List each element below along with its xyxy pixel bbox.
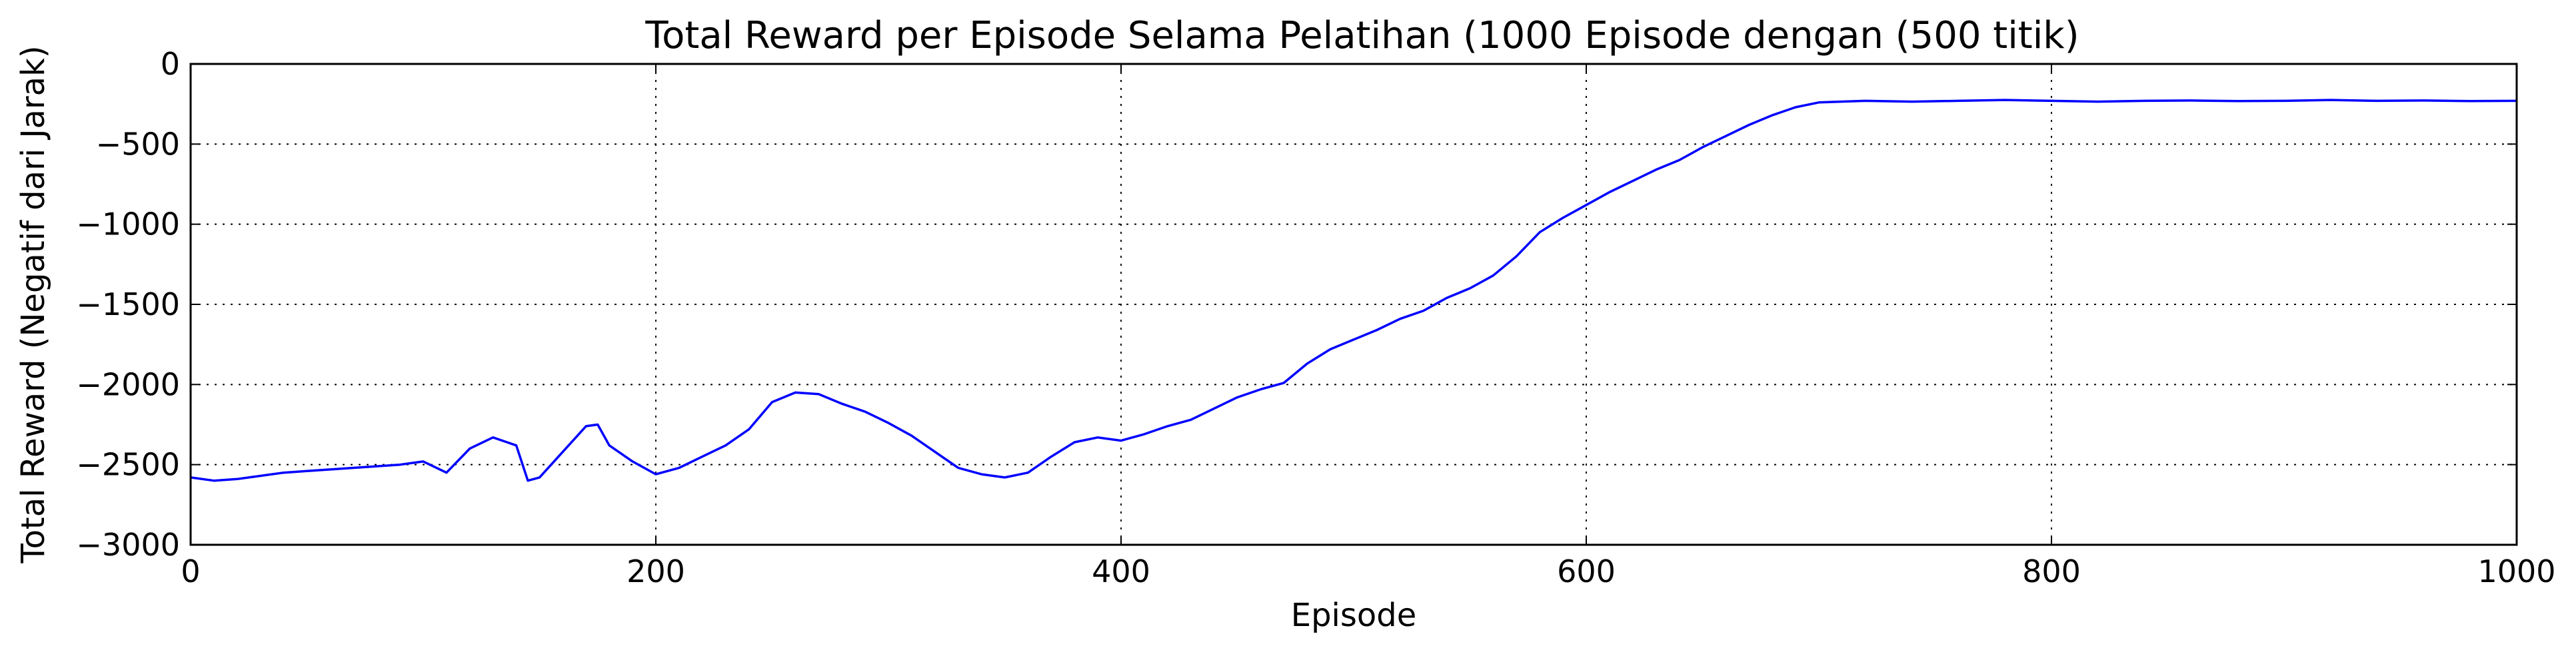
grid-lines xyxy=(191,64,2517,545)
x-tick-label: 0 xyxy=(181,553,200,589)
series-line xyxy=(190,99,2517,482)
x-tick-label: 200 xyxy=(627,553,685,589)
y-tick-label: −500 xyxy=(96,126,180,162)
tick-marks xyxy=(190,63,2517,545)
chart-title: Total Reward per Episode Selama Pelatiha… xyxy=(644,14,2079,57)
series-layer xyxy=(190,99,2517,482)
x-axis-tick-labels: 0 200 400 600 800 1000 xyxy=(181,553,2555,589)
y-tick-label: 0 xyxy=(161,46,180,82)
y-tick-label: −1000 xyxy=(76,206,180,242)
x-tick-label: 1000 xyxy=(2477,553,2555,589)
x-axis-label: Episode xyxy=(1291,597,1417,634)
y-tick-label: −2500 xyxy=(76,447,180,483)
y-tick-label: −1500 xyxy=(76,286,180,322)
y-axis-label: Total Reward (Negatif dari Jarak) xyxy=(15,45,52,563)
x-tick-label: 600 xyxy=(1557,553,1616,589)
x-tick-label: 400 xyxy=(1092,553,1150,589)
y-tick-label: −3000 xyxy=(76,527,180,563)
x-tick-label: 800 xyxy=(2022,553,2081,589)
y-axis-tick-labels: 0 −500 −1000 −1500 −2000 −2500 −3000 xyxy=(76,46,180,563)
y-tick-label: −2000 xyxy=(76,366,180,402)
